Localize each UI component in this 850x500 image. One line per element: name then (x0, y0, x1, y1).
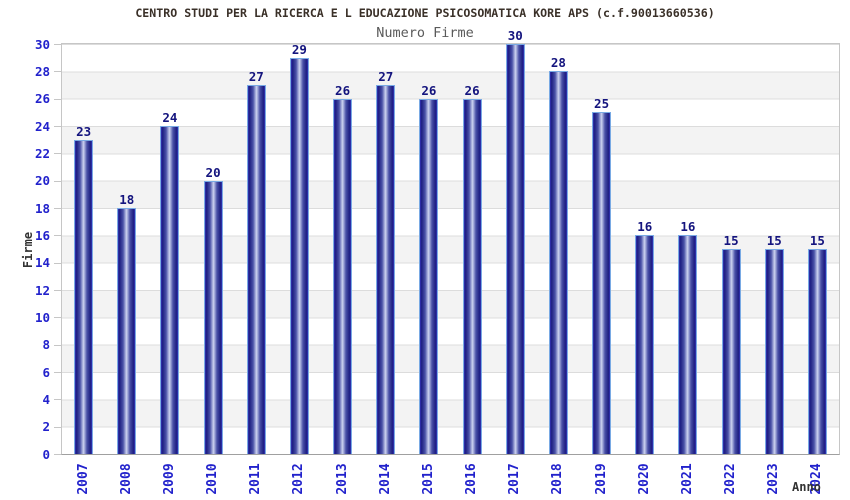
x-tick-label-2023: 2023 (766, 463, 782, 495)
bar-2013 (333, 98, 353, 454)
bar-value-label: 15 (766, 233, 782, 248)
bar-value-label: 18 (119, 192, 135, 207)
bar-value-label: 16 (680, 219, 696, 235)
bar-value-label: 16 (637, 219, 653, 235)
bar-value-label: 28 (550, 55, 566, 71)
y-tick-label: 22 (34, 145, 50, 161)
bar-2020 (635, 235, 655, 454)
x-tick-label-2014: 2014 (377, 463, 393, 495)
chart-title: CENTRO STUDI PER LA RICERCA E L EDUCAZIO… (135, 6, 715, 20)
x-tick-label-2016: 2016 (464, 463, 480, 495)
x-axis-title: Anno (792, 480, 821, 494)
bar-value-label: 20 (205, 164, 221, 180)
y-tick-mark (54, 71, 61, 73)
bar-2010 (203, 180, 223, 454)
y-tick-mark (54, 317, 61, 319)
y-tick-mark (54, 262, 61, 264)
y-tick-label: 30 (34, 36, 50, 52)
bar-value-label: 25 (594, 96, 610, 112)
y-tick-mark (54, 153, 61, 155)
y-tick-mark (54, 454, 61, 455)
bar-value-label: 29 (291, 41, 307, 57)
x-tick-label-2011: 2011 (248, 463, 264, 495)
bar-value-label: 30 (507, 28, 523, 43)
bar-2021 (678, 235, 698, 454)
bar-value-label: 24 (162, 110, 178, 125)
bar-2008 (117, 208, 137, 454)
bar-2014 (376, 85, 396, 454)
y-tick-label: 12 (34, 282, 50, 298)
bar-2012 (289, 57, 309, 454)
bar-2024 (807, 249, 827, 454)
plot-area: 23 18 24 20 27 29 26 27 26 26 30 28 25 16 16 15 15 15 (61, 29, 840, 455)
y-tick-mark (54, 426, 61, 428)
y-tick-mark (54, 208, 61, 209)
bar-2011 (246, 85, 266, 454)
x-tick-label-2017: 2017 (507, 463, 523, 495)
chart-subtitle: Numero Firme (376, 25, 474, 41)
y-tick-label: 24 (34, 118, 50, 134)
x-tick-label-2021: 2021 (679, 463, 695, 495)
y-tick-label: 10 (34, 309, 50, 325)
y-tick-mark (54, 344, 61, 346)
y-tick-label: 6 (42, 364, 50, 380)
bar-2016 (462, 98, 482, 454)
bar-value-label: 26 (464, 82, 480, 98)
y-tick-label: 8 (42, 337, 50, 353)
y-tick-label: 0 (42, 446, 50, 462)
y-tick-label: 28 (34, 63, 50, 79)
bar-2009 (160, 126, 180, 454)
y-tick-mark (54, 290, 61, 291)
bar-value-label: 26 (335, 82, 351, 98)
bar-value-label: 23 (76, 123, 92, 139)
bar-value-label: 26 (421, 82, 437, 98)
x-tick-label-2013: 2013 (334, 463, 350, 495)
x-tick-label-2018: 2018 (550, 463, 566, 495)
x-tick-label-2022: 2022 (723, 463, 739, 495)
x-tick-label-2010: 2010 (205, 463, 221, 495)
y-tick-label: 2 (42, 419, 50, 435)
x-tick-label-2008: 2008 (118, 463, 134, 495)
y-tick-label: 18 (34, 200, 50, 216)
y-tick-label: 16 (34, 227, 50, 243)
x-tick-label-2019: 2019 (593, 463, 609, 495)
y-tick-label: 14 (34, 255, 50, 271)
x-tick-label-2009: 2009 (161, 463, 177, 495)
bar-2015 (419, 98, 439, 454)
x-tick-label-2015: 2015 (420, 463, 436, 495)
bar-2019 (592, 112, 612, 454)
bar-2023 (764, 249, 784, 454)
y-tick-mark (54, 180, 61, 182)
bar-value-label: 15 (809, 233, 825, 248)
y-tick-mark (54, 399, 61, 401)
y-tick-mark (54, 126, 61, 127)
y-tick-mark (54, 98, 61, 100)
bar-2018 (548, 71, 568, 454)
y-tick-mark (54, 372, 61, 373)
y-tick-label: 20 (34, 173, 50, 189)
bar-value-label: 27 (378, 69, 394, 84)
y-tick-mark (54, 44, 61, 45)
y-tick-mark (54, 235, 61, 237)
bar-2017 (505, 44, 525, 454)
x-tick-label-2012: 2012 (291, 463, 307, 495)
bar-2007 (74, 139, 94, 454)
y-tick-label: 26 (34, 91, 50, 107)
bar-2022 (721, 249, 741, 454)
bar-value-label: 15 (723, 233, 739, 248)
y-tick-label: 4 (42, 391, 50, 407)
bar-value-label: 27 (248, 69, 264, 84)
x-tick-label-2020: 2020 (636, 463, 652, 495)
x-tick-label-2007: 2007 (75, 463, 91, 495)
